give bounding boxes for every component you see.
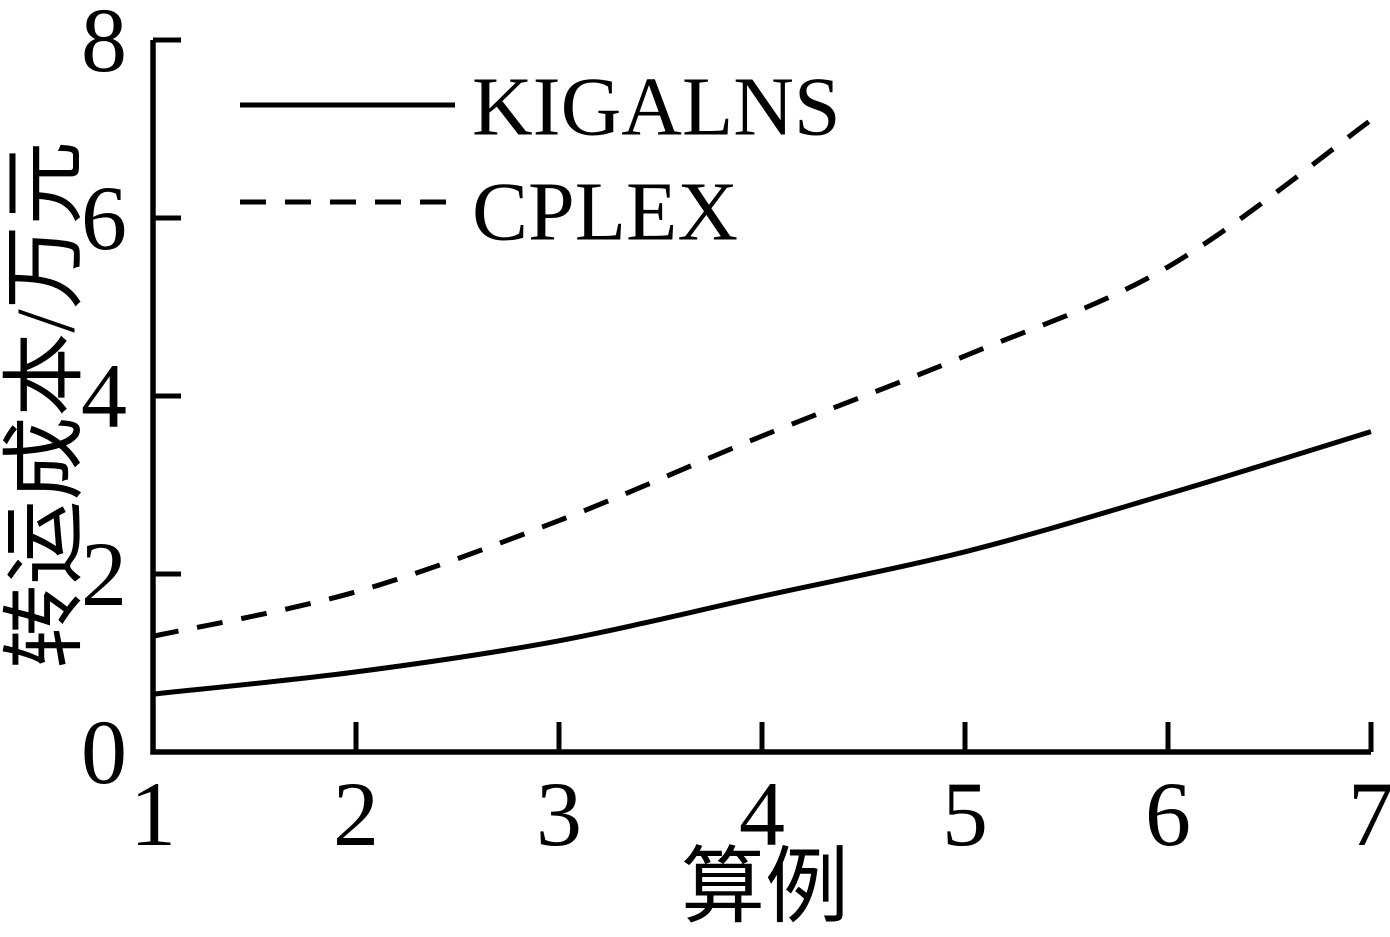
y-tick-label: 4 bbox=[81, 345, 127, 447]
y-tick-label: 2 bbox=[81, 523, 127, 625]
x-tick-label: 2 bbox=[333, 763, 379, 865]
x-tick-labels: 1 2 3 4 5 6 7 bbox=[130, 763, 1390, 865]
y-axis-label: 转运成本/万元 bbox=[0, 141, 93, 668]
legend: KIGALNS CPLEX bbox=[240, 61, 841, 259]
legend-label-kigalns: KIGALNS bbox=[472, 61, 841, 154]
data-series bbox=[152, 118, 1373, 697]
y-tick-label: 8 bbox=[81, 0, 127, 91]
x-tick-label: 7 bbox=[1348, 763, 1390, 865]
x-tick-label: 6 bbox=[1145, 763, 1191, 865]
x-tick-label: 4 bbox=[739, 763, 785, 865]
series-line-kigalns bbox=[152, 429, 1372, 697]
x-tick-label: 5 bbox=[942, 763, 988, 865]
series-line-cplex bbox=[152, 118, 1373, 639]
y-tick-label: 6 bbox=[81, 167, 127, 269]
x-tick-label: 3 bbox=[536, 763, 582, 865]
y-tick-labels: 0 2 4 6 8 bbox=[81, 0, 127, 803]
x-tick-label: 1 bbox=[130, 763, 176, 865]
axis-ticks bbox=[150, 37, 1374, 755]
x-axis-label: 算例 bbox=[681, 842, 849, 935]
legend-label-cplex: CPLEX bbox=[472, 166, 738, 259]
y-tick-label: 0 bbox=[81, 701, 127, 803]
